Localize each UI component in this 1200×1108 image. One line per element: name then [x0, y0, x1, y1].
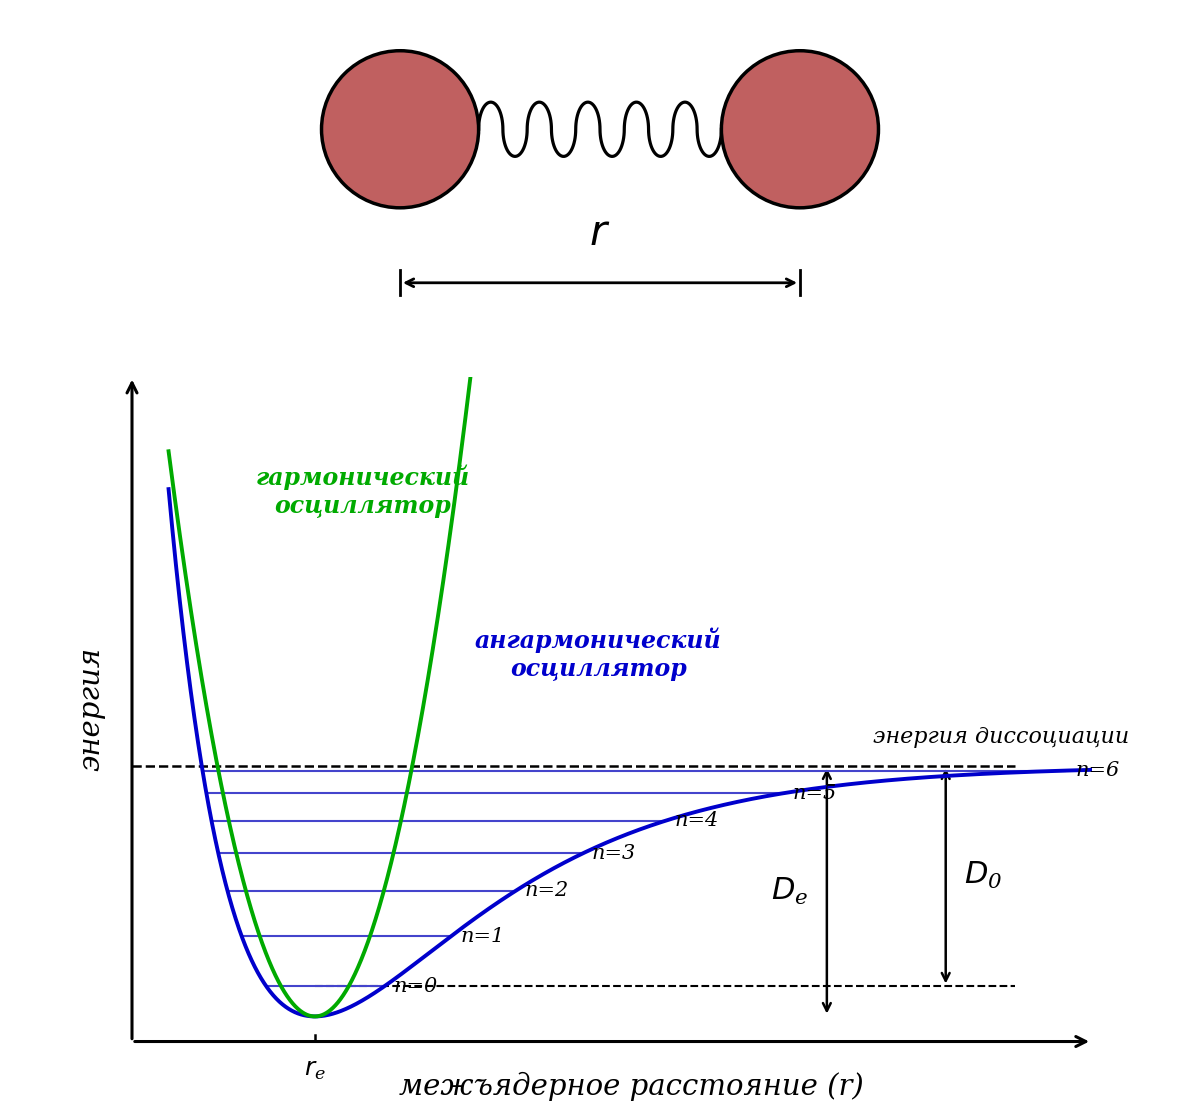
Text: $D_{\mathregular{0}}$: $D_{\mathregular{0}}$	[964, 861, 1002, 892]
Text: n=4: n=4	[674, 811, 719, 830]
Text: n=0: n=0	[394, 977, 438, 996]
Text: гармонический
осциллятор: гармонический осциллятор	[256, 464, 469, 517]
Text: n=3: n=3	[592, 844, 636, 863]
Circle shape	[721, 51, 878, 208]
Text: ангармонический
осциллятор: ангармонический осциллятор	[475, 627, 721, 681]
Text: $r$: $r$	[589, 212, 611, 254]
Text: n=6: n=6	[1075, 761, 1120, 780]
Text: n=2: n=2	[524, 882, 569, 901]
Text: n=5: n=5	[793, 783, 838, 802]
Text: n=1: n=1	[460, 926, 504, 945]
Text: энергия: энергия	[77, 647, 104, 771]
Circle shape	[322, 51, 479, 208]
Text: межъядерное расстояние (r): межъядерное расстояние (r)	[398, 1071, 864, 1100]
Text: энергия диссоциации: энергия диссоциации	[872, 726, 1129, 748]
Text: $D_{\mathregular{e}}$: $D_{\mathregular{e}}$	[772, 875, 809, 906]
Text: $r_{\mathregular{e}}$: $r_{\mathregular{e}}$	[304, 1059, 325, 1083]
